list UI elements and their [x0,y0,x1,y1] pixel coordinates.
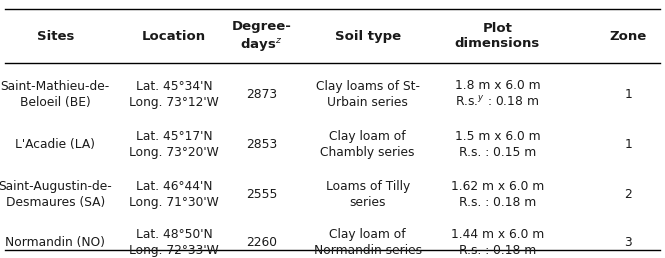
Text: Clay loam of
Normandin series: Clay loam of Normandin series [314,228,422,257]
Text: Location: Location [142,30,206,43]
Text: Loams of Tilly
series: Loams of Tilly series [326,180,410,209]
Text: Normandin (NO): Normandin (NO) [5,236,105,249]
Text: Sites: Sites [37,30,74,43]
Text: 1.5 m x 6.0 m
R.s. : 0.15 m: 1.5 m x 6.0 m R.s. : 0.15 m [455,130,540,159]
Text: Lat. 45°17'N
Long. 73°20'W: Lat. 45°17'N Long. 73°20'W [130,130,219,159]
Text: 2853: 2853 [246,138,277,151]
Text: Saint-Augustin-de-
Desmaures (SA): Saint-Augustin-de- Desmaures (SA) [0,180,112,209]
Text: Zone: Zone [610,30,647,43]
Text: 2555: 2555 [245,188,277,201]
Text: Plot
dimensions: Plot dimensions [455,22,540,50]
Text: 1.8 m x 6.0 m
R.s.$^y$ : 0.18 m: 1.8 m x 6.0 m R.s.$^y$ : 0.18 m [455,79,540,109]
Text: 1.62 m x 6.0 m
R.s. : 0.18 m: 1.62 m x 6.0 m R.s. : 0.18 m [451,180,544,209]
Text: Lat. 48°50'N
Long. 72°33'W: Lat. 48°50'N Long. 72°33'W [130,228,219,257]
Text: Soil type: Soil type [334,30,401,43]
Text: 2260: 2260 [246,236,277,249]
Text: Degree-
days$^z$: Degree- days$^z$ [231,20,291,53]
Text: Lat. 45°34'N
Long. 73°12'W: Lat. 45°34'N Long. 73°12'W [130,80,219,109]
Text: 1: 1 [624,138,632,151]
Text: 3: 3 [624,236,632,249]
Text: L'Acadie (LA): L'Acadie (LA) [15,138,95,151]
Text: 1: 1 [624,88,632,101]
Text: Saint-Mathieu-de-
Beloeil (BE): Saint-Mathieu-de- Beloeil (BE) [1,80,110,109]
Text: Clay loams of St-
Urbain series: Clay loams of St- Urbain series [316,80,420,109]
Text: 2: 2 [624,188,632,201]
Text: 2873: 2873 [246,88,277,101]
Text: Lat. 46°44'N
Long. 71°30'W: Lat. 46°44'N Long. 71°30'W [130,180,219,209]
Text: Clay loam of
Chambly series: Clay loam of Chambly series [321,130,415,159]
Text: 1.44 m x 6.0 m
R.s. : 0.18 m: 1.44 m x 6.0 m R.s. : 0.18 m [451,228,544,257]
